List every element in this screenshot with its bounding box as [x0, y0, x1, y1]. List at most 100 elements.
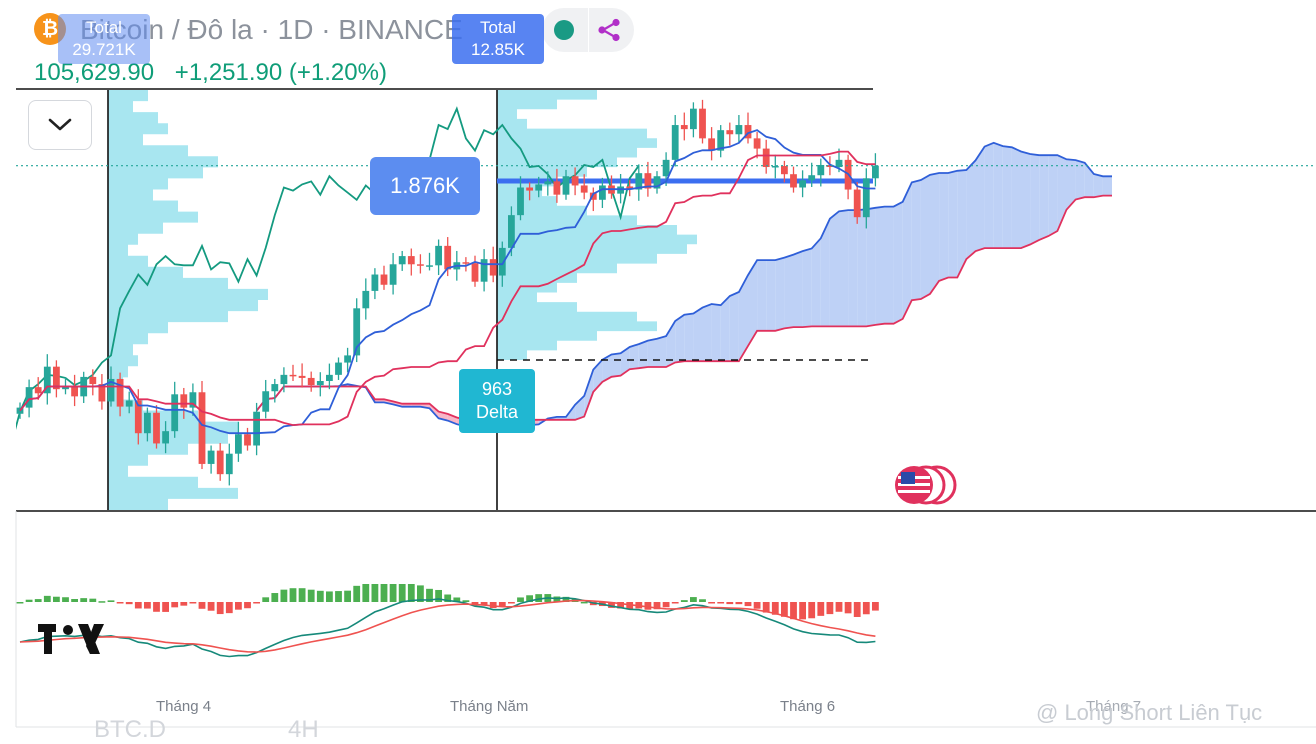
- ichimoku-cloud-segment: [812, 238, 821, 326]
- ichimoku-cloud-segment: [1030, 154, 1039, 245]
- macd-histogram-bar: [799, 602, 806, 619]
- ichimoku-cloud-segment: [612, 353, 621, 377]
- macd-histogram-bar: [390, 584, 397, 602]
- ichimoku-cloud-segment: [639, 341, 648, 369]
- ichimoku-cloud-segment: [657, 336, 666, 367]
- us-flag-events-icon[interactable]: [893, 464, 961, 506]
- candle-body: [362, 291, 369, 308]
- candle-body: [399, 256, 406, 264]
- macd-histogram-bar: [153, 602, 160, 612]
- macd-histogram-bar: [281, 590, 288, 602]
- macd-histogram-bar: [44, 596, 51, 602]
- macd-histogram-bar: [808, 602, 815, 618]
- macd-histogram-bar: [226, 602, 233, 613]
- x-axis-tick-label: Tháng 6: [780, 698, 835, 715]
- ichimoku-cloud-segment: [848, 210, 857, 326]
- candle-body: [335, 363, 342, 375]
- collapse-legend-button[interactable]: [28, 100, 92, 150]
- macd-histogram-bar: [62, 597, 69, 602]
- candle-body: [472, 263, 479, 281]
- ichimoku-cloud-segment: [921, 175, 930, 299]
- macd-histogram-bar: [672, 602, 679, 604]
- macd-histogram-bar: [726, 602, 733, 604]
- macd-histogram-bar: [235, 602, 242, 610]
- ichimoku-cloud-segment: [830, 211, 839, 326]
- profile-total-label-2: Total 12.85K: [452, 14, 544, 64]
- ichimoku-cloud-segment: [948, 171, 957, 278]
- candle-body: [71, 386, 78, 396]
- candle-body: [344, 355, 351, 362]
- macd-histogram-bar: [827, 602, 834, 614]
- ichimoku-cloud-segment: [757, 260, 766, 331]
- share-icon[interactable]: [594, 16, 624, 44]
- candle-body: [171, 394, 178, 431]
- candle-body: [208, 451, 215, 464]
- candle-body: [699, 109, 706, 139]
- macd-histogram-bar: [35, 599, 42, 602]
- macd-histogram-bar: [517, 597, 524, 602]
- delta-label: 963 Delta: [459, 369, 535, 433]
- candle-body: [681, 125, 688, 129]
- candle-body: [808, 175, 815, 180]
- macd-histogram-bar: [171, 602, 178, 607]
- macd-histogram-bar: [17, 602, 24, 604]
- macd-histogram-bar: [144, 602, 151, 609]
- candle-body: [572, 176, 579, 185]
- candle-body: [863, 178, 870, 217]
- macd-histogram-bar: [399, 584, 406, 602]
- poc-volume-label: 1.876K: [370, 157, 480, 215]
- macd-histogram-bar: [308, 590, 315, 602]
- candle-body: [317, 381, 324, 385]
- ichimoku-cloud-segment: [784, 255, 793, 329]
- candle-body: [199, 392, 206, 464]
- ichimoku-cloud-segment: [930, 173, 939, 294]
- macd-histogram-bar: [126, 602, 133, 604]
- macd-histogram-bar: [381, 584, 388, 602]
- macd-histogram-bar: [708, 602, 715, 604]
- candle-body: [481, 259, 488, 282]
- macd-histogram-bar: [262, 597, 269, 602]
- x-axis-tick-label: Tháng 4: [156, 698, 211, 715]
- delta-value: 963: [459, 378, 535, 401]
- ichimoku-cloud-segment: [684, 314, 693, 362]
- ichimoku-cloud-segment: [766, 260, 775, 331]
- macd-histogram-bar: [690, 597, 697, 602]
- status-share-pill[interactable]: [542, 8, 634, 52]
- ichimoku-cloud-segment: [703, 304, 712, 361]
- candle-body: [490, 259, 497, 275]
- candle-body: [544, 181, 551, 184]
- macd-histogram-bar: [89, 599, 96, 602]
- candle-body: [599, 185, 606, 199]
- macd-histogram-bar: [135, 602, 142, 608]
- ichimoku-cloud-segment: [976, 147, 985, 252]
- candle-body: [872, 166, 879, 179]
- ichimoku-cloud-segment: [1103, 176, 1112, 195]
- candle-body: [435, 246, 442, 265]
- macd-histogram-bar: [408, 584, 415, 602]
- pill-divider: [588, 8, 589, 52]
- candle-body: [535, 184, 542, 190]
- candle-body: [426, 265, 433, 267]
- profile-total-label-1: Total 29.721K: [58, 14, 150, 64]
- macd-histogram-bar: [372, 584, 379, 602]
- ichimoku-cloud-segment: [775, 258, 784, 331]
- volume-profile-2: [497, 90, 697, 360]
- macd-histogram-bar: [80, 598, 87, 602]
- macd-histogram-bar: [162, 602, 169, 612]
- macd-histogram-bar: [190, 602, 197, 604]
- candle-body: [754, 138, 761, 148]
- ichimoku-cloud-segment: [994, 143, 1003, 248]
- candle-body: [508, 215, 515, 248]
- macd-histogram-bar: [244, 602, 251, 608]
- macd-histogram-bar: [736, 602, 743, 604]
- candle-body: [563, 176, 570, 194]
- macd-histogram-bar: [290, 588, 297, 602]
- ichimoku-cloud-segment: [693, 308, 702, 362]
- candle-body: [253, 412, 260, 446]
- candle-body: [763, 149, 770, 167]
- macd-histogram-bar: [663, 602, 670, 607]
- macd-histogram-bar: [435, 590, 442, 602]
- macd-histogram-bar: [872, 602, 879, 611]
- candle-body: [281, 375, 288, 384]
